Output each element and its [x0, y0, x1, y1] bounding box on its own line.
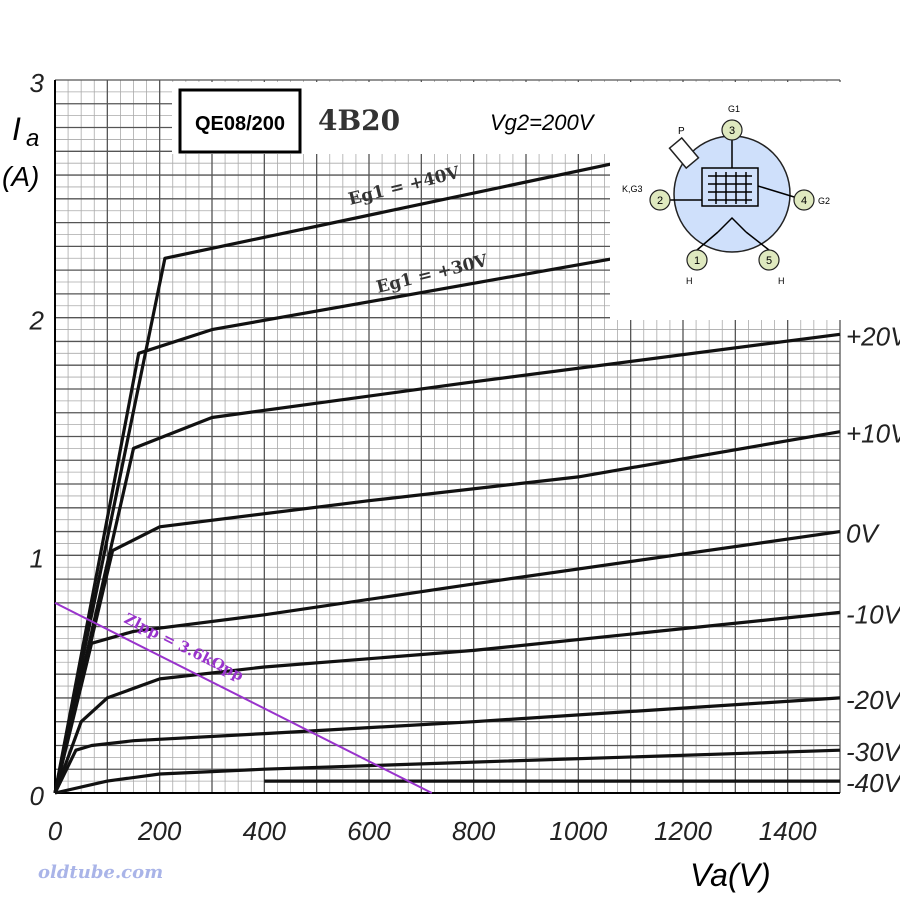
- y-tick-labels: 0 1 2 3: [29, 68, 45, 811]
- plate-curves: [53, 161, 841, 795]
- curve-6: [53, 696, 841, 794]
- x-tick-label: 800: [452, 816, 496, 846]
- screen-voltage-condition: Vg2=200V: [490, 110, 596, 135]
- title-box: [178, 88, 302, 154]
- pin-3-label: G1: [728, 104, 740, 114]
- y-axis-label-symbol: I: [12, 111, 21, 147]
- x-tick-label: 1200: [654, 816, 712, 846]
- pins: 1 H 2 K,G3 3 G1 4 G2 5 H: [622, 104, 830, 286]
- pin-2-number: 2: [657, 195, 663, 207]
- load-line: [54, 601, 433, 794]
- pinout-diagram: P 1 H 2: [610, 82, 850, 320]
- x-tick-label: 1000: [549, 816, 607, 846]
- x-axis-label: Va(V): [690, 857, 771, 893]
- y-tick-label: 0: [30, 781, 45, 811]
- pin-2-label: K,G3: [622, 184, 643, 194]
- x-tick-label: 400: [243, 816, 287, 846]
- curve-2: [53, 332, 841, 794]
- y-axis-label: I a (A): [2, 111, 39, 192]
- grid-voltage-labels: +20V +10V 0V -10V -20V -30V-40V: [846, 321, 900, 798]
- curve-1: [53, 256, 616, 794]
- pin-5-number: 5: [766, 255, 772, 267]
- x-tick-label: 0: [48, 816, 63, 846]
- watermark: oldtube.com: [38, 862, 163, 883]
- curve-label-plus40: Eg1 = +40V: [346, 163, 462, 210]
- grid-voltage-label: -10V: [846, 599, 900, 629]
- pin-1-label: H: [686, 276, 693, 286]
- tube-type-subtitle: 4B20: [318, 104, 400, 137]
- curve-3: [53, 430, 841, 794]
- grid-voltage-label: -40V: [846, 768, 900, 798]
- curve-4: [53, 530, 841, 794]
- y-tick-label: 3: [30, 68, 45, 98]
- grid-voltage-label: -30V: [846, 737, 900, 767]
- curve-0: [53, 161, 616, 794]
- plate-cap: [668, 136, 700, 170]
- electrode-structure: [660, 140, 805, 251]
- x-tick-labels: 0 200 400 600 800 1000 1200 1400: [48, 816, 817, 846]
- pin-4-number: 4: [801, 195, 807, 207]
- pin-3: 3 G1: [721, 104, 743, 141]
- pin-1-number: 1: [694, 255, 700, 267]
- title-box-text: QE08/200: [195, 113, 285, 135]
- pin-5: 5 H: [758, 249, 785, 286]
- pin-2: 2 K,G3: [622, 184, 671, 211]
- x-tick-label: 1400: [759, 816, 817, 846]
- y-tick-label: 1: [30, 543, 44, 573]
- curve-7: [54, 748, 841, 795]
- grid-voltage-label: 0V: [846, 519, 880, 549]
- pin-4-label: G2: [818, 196, 830, 206]
- grid-voltage-label: -20V: [846, 685, 900, 715]
- y-axis-label-unit: (A): [2, 161, 39, 192]
- pin-5-label: H: [778, 276, 785, 286]
- grid-voltage-label: +20V: [846, 321, 900, 351]
- pin-1: 1 H: [686, 249, 708, 286]
- x-tick-label: 200: [137, 816, 182, 846]
- plate-label: P: [678, 126, 685, 137]
- y-axis-label-subscript: a: [26, 125, 39, 152]
- pin-3-number: 3: [729, 125, 735, 137]
- pin-4: 4 G2: [793, 189, 830, 211]
- y-tick-label: 2: [29, 306, 45, 336]
- curve-5: [53, 610, 841, 794]
- x-tick-label: 600: [347, 816, 391, 846]
- grid-voltage-label: +10V: [846, 419, 900, 449]
